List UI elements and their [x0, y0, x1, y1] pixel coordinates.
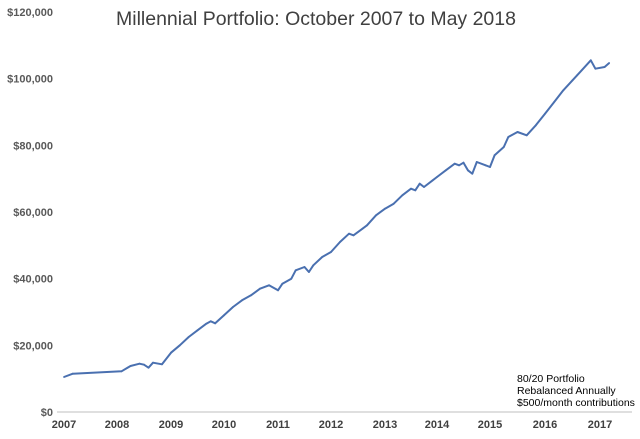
data-point	[453, 162, 456, 165]
x-tick-label: 2013	[373, 419, 397, 431]
y-axis-ticks: $0 $20,000 $40,000 $60,000 $80,000 $100,000 $1…	[7, 7, 53, 419]
data-point	[312, 264, 315, 267]
data-point	[580, 69, 583, 72]
portfolio-value-line	[63, 59, 610, 378]
data-point	[418, 182, 421, 185]
data-point	[484, 164, 487, 167]
data-point	[475, 161, 478, 163]
data-point	[401, 194, 404, 197]
data-point	[294, 269, 297, 272]
x-tick-label: 2015	[478, 419, 502, 431]
data-point	[562, 89, 565, 92]
data-point	[232, 306, 234, 308]
data-point	[308, 271, 310, 273]
data-point	[489, 166, 491, 168]
x-tick-label: 2008	[105, 419, 129, 431]
data-point	[603, 66, 606, 68]
data-point	[352, 234, 355, 237]
data-point	[147, 366, 150, 369]
y-tick-label: $60,000	[13, 207, 53, 219]
data-point	[436, 176, 438, 178]
data-point	[458, 164, 460, 167]
data-point	[170, 351, 172, 354]
data-point	[152, 361, 154, 364]
data-point	[392, 202, 395, 205]
data-point	[209, 320, 212, 323]
data-point	[544, 112, 546, 115]
data-point	[576, 74, 578, 77]
data-point	[196, 329, 199, 332]
data-point	[366, 224, 368, 227]
x-tick-label: 2014	[425, 419, 450, 431]
data-point	[259, 287, 261, 290]
data-point	[431, 179, 434, 182]
data-point	[303, 266, 306, 268]
data-point	[63, 376, 65, 378]
data-point	[187, 336, 190, 338]
data-point	[571, 79, 574, 82]
y-tick-label: $120,000	[7, 7, 53, 19]
data-point	[277, 289, 279, 292]
x-tick-label: 2012	[319, 419, 343, 431]
data-point	[205, 322, 208, 325]
data-point	[143, 363, 145, 366]
chart-title: Millennial Portfolio: October 2007 to Ma…	[116, 8, 516, 30]
x-tick-label: 2009	[159, 419, 183, 431]
y-tick-label: $20,000	[13, 340, 53, 352]
data-point	[361, 227, 364, 230]
data-point	[138, 362, 141, 365]
data-point	[525, 134, 528, 137]
data-point	[339, 241, 341, 243]
data-point	[268, 284, 270, 287]
data-point	[516, 131, 519, 133]
data-point	[281, 282, 284, 285]
data-point	[462, 161, 465, 164]
data-point	[444, 169, 447, 172]
data-point	[502, 146, 505, 148]
data-point	[534, 124, 537, 127]
x-tick-label: 2007	[52, 419, 76, 431]
y-tick-label: $80,000	[13, 140, 53, 152]
data-point	[223, 314, 225, 317]
data-points	[63, 59, 611, 378]
data-point	[384, 207, 386, 210]
data-point	[414, 189, 417, 192]
data-point	[553, 101, 556, 103]
x-tick-label: 2011	[266, 419, 290, 431]
data-point	[178, 344, 181, 347]
data-point	[214, 322, 217, 325]
x-axis-ticks: 2007 2008 2009 2010 2011 2012 2013 2014 2015 2016…	[52, 419, 612, 431]
data-point	[71, 372, 74, 375]
data-point	[241, 299, 243, 302]
data-point	[410, 187, 412, 190]
x-tick-label: 2017	[588, 419, 612, 431]
data-point	[250, 294, 252, 297]
data-point	[290, 277, 293, 280]
data-point	[493, 154, 496, 157]
data-point	[375, 214, 377, 217]
data-point	[594, 67, 597, 70]
data-point	[120, 370, 123, 373]
data-point	[467, 169, 469, 172]
data-point	[348, 232, 350, 235]
data-point	[161, 363, 163, 366]
data-point	[471, 172, 474, 175]
annotation-line-2: Rebalanced Annually	[517, 385, 616, 397]
data-point	[589, 59, 592, 62]
annotation-line-1: 80/20 Portfolio	[517, 373, 585, 385]
data-point	[129, 365, 132, 367]
y-tick-label: $0	[41, 407, 53, 419]
data-point	[330, 251, 332, 253]
annotation-line-3: $500/month contributions	[517, 397, 635, 409]
y-tick-label: $40,000	[13, 274, 53, 286]
data-point	[423, 186, 425, 188]
data-point	[608, 62, 611, 64]
data-point	[507, 136, 510, 138]
data-point	[321, 256, 324, 258]
x-tick-label: 2010	[212, 419, 236, 431]
x-tick-label: 2016	[533, 419, 557, 431]
y-tick-label: $100,000	[7, 74, 53, 86]
